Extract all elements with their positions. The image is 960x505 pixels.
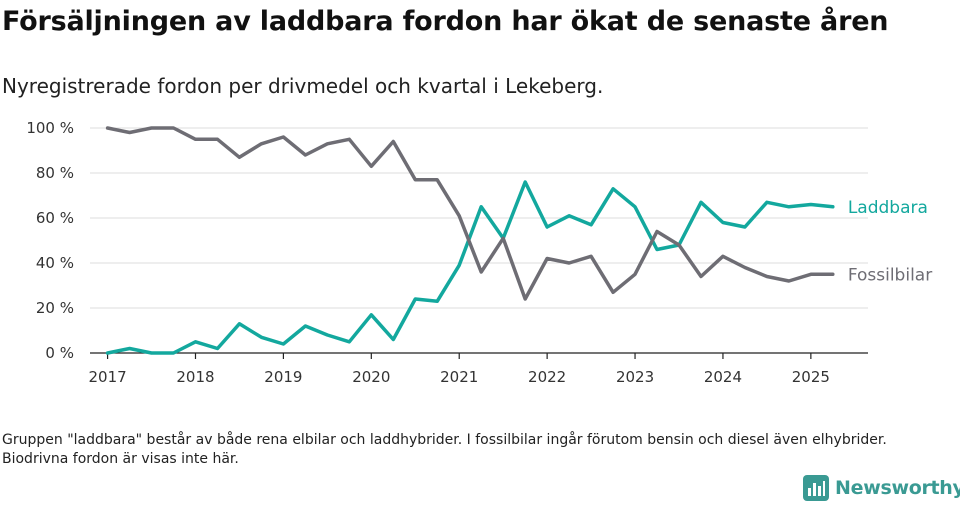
footnote: Gruppen "laddbara" består av både rena e… xyxy=(2,432,887,467)
x-tick-label: 2021 xyxy=(440,368,478,386)
legend-label-fossilbilar: Fossilbilar xyxy=(848,265,932,285)
chart-title: Försäljningen av laddbara fordon har öka… xyxy=(2,6,889,37)
chart-subtitle: Nyregistrerade fordon per drivmedel och … xyxy=(2,74,604,98)
legend: Laddbara Fossilbilar xyxy=(848,198,932,286)
y-tick-label: 20 % xyxy=(36,299,74,317)
y-tick-label: 60 % xyxy=(36,209,74,227)
x-tick-label: 2025 xyxy=(792,368,830,386)
y-tick-label: 40 % xyxy=(36,254,74,272)
y-tick-label: 0 % xyxy=(45,344,74,362)
x-tick-label: 2022 xyxy=(528,368,566,386)
series-line-fossilbilar xyxy=(105,126,835,301)
newsworthy-logo[interactable]: Newsworthy xyxy=(803,475,960,501)
x-tick-label: 2024 xyxy=(704,368,742,386)
y-axis: 0 % 20 % 40 % 60 % 80 % 100 % xyxy=(26,119,74,362)
legend-label-laddbara: Laddbara xyxy=(848,198,928,218)
brand-name: Newsworthy xyxy=(835,477,960,499)
series-line-laddbara xyxy=(105,180,835,355)
x-tick-label: 2019 xyxy=(264,368,302,386)
x-tick-label: 2018 xyxy=(176,368,214,386)
y-tick-label: 80 % xyxy=(36,164,74,182)
x-tick-label: 2023 xyxy=(616,368,654,386)
y-tick-label: 100 % xyxy=(26,119,74,137)
bar-chart-icon xyxy=(803,475,829,501)
series-lines xyxy=(105,126,835,355)
x-tick-label: 2020 xyxy=(352,368,390,386)
x-axis: 2017 2018 2019 2020 2021 2022 2023 2024 2025 xyxy=(88,352,868,386)
x-tick-label: 2017 xyxy=(88,368,126,386)
